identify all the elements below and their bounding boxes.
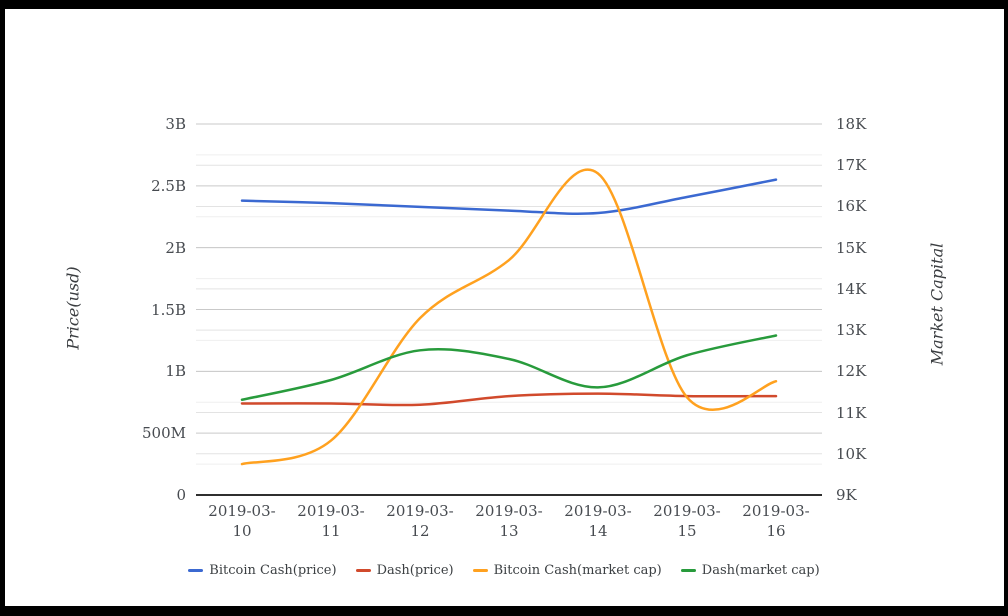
legend-item-bitcoin-cash-price[interactable]: Bitcoin Cash(price): [188, 563, 337, 578]
y-axis-left-tick: 1B: [165, 362, 186, 381]
y-axis-right-tick: 16K: [836, 197, 867, 216]
legend-swatch-icon: [355, 569, 371, 572]
y-axis-right-tick: 18K: [836, 115, 867, 133]
y-axis-right-tick: 13K: [836, 321, 867, 340]
y-axis-right-tick: 12K: [836, 362, 867, 381]
y-axis-right-tick: 15K: [836, 238, 867, 257]
y-axis-left-tick: 3B: [165, 115, 186, 133]
x-axis-tick: 2019-03- 13: [475, 502, 543, 540]
y-axis-right-tick: 10K: [836, 444, 867, 463]
y-axis-right-tick: 14K: [836, 279, 867, 298]
legend-item-dash-market-cap[interactable]: Dash(market cap): [680, 563, 820, 578]
y-axis-left-tick: 1.5B: [151, 300, 186, 319]
series-line-dash-price[interactable]: [240, 392, 778, 407]
legend-item-dash-price[interactable]: Dash(price): [355, 563, 454, 578]
legend-label: Dash(price): [376, 563, 454, 578]
y-axis-left-tick: 2.5B: [151, 176, 186, 195]
gridlines: [196, 123, 822, 496]
legend-item-bitcoin-cash-market-cap[interactable]: Bitcoin Cash(market cap): [472, 563, 662, 578]
legend: Bitcoin Cash(price) Dash(price) Bitcoin Ca…: [0, 563, 1008, 578]
x-axis-tick: 2019-03- 14: [564, 502, 632, 540]
x-axis-tick: 2019-03- 11: [297, 502, 365, 540]
legend-label: Dash(market cap): [701, 563, 820, 578]
y-axis-right-tick: 9K: [836, 486, 857, 504]
legend-label: Bitcoin Cash(price): [209, 563, 337, 578]
x-axis-tick: 2019-03- 10: [208, 502, 276, 540]
y-axis-left-tick: 0: [176, 486, 186, 504]
legend-swatch-icon: [472, 569, 488, 572]
series-lines: [240, 168, 778, 466]
series-line-dash-market-cap[interactable]: [240, 334, 778, 402]
right-axis-title: Market Capital: [927, 242, 947, 366]
y-axis-left-tick: 2B: [165, 238, 186, 257]
x-axis-tick: 2019-03- 16: [742, 502, 810, 540]
y-axis-right-tick: 11K: [836, 403, 867, 422]
x-axis-tick: 2019-03- 12: [386, 502, 454, 540]
legend-label: Bitcoin Cash(market cap): [493, 563, 662, 578]
y-axis-right-tick: 17K: [836, 156, 867, 175]
left-axis-title: Price(usd): [63, 266, 83, 350]
legend-swatch-icon: [680, 569, 696, 572]
series-line-bitcoin-cash-market-cap[interactable]: [240, 168, 778, 466]
legend-swatch-icon: [188, 569, 204, 572]
y-axis-left-tick: 500M: [142, 424, 186, 443]
chart-background: 0 500M 1B 1.5B 2B 2.5B 3B 9K 10K 11K 12K 13K 14K 15K…: [5, 9, 1004, 606]
series-line-bitcoin-cash-price[interactable]: [240, 178, 778, 216]
x-axis-tick: 2019-03- 15: [653, 502, 721, 540]
